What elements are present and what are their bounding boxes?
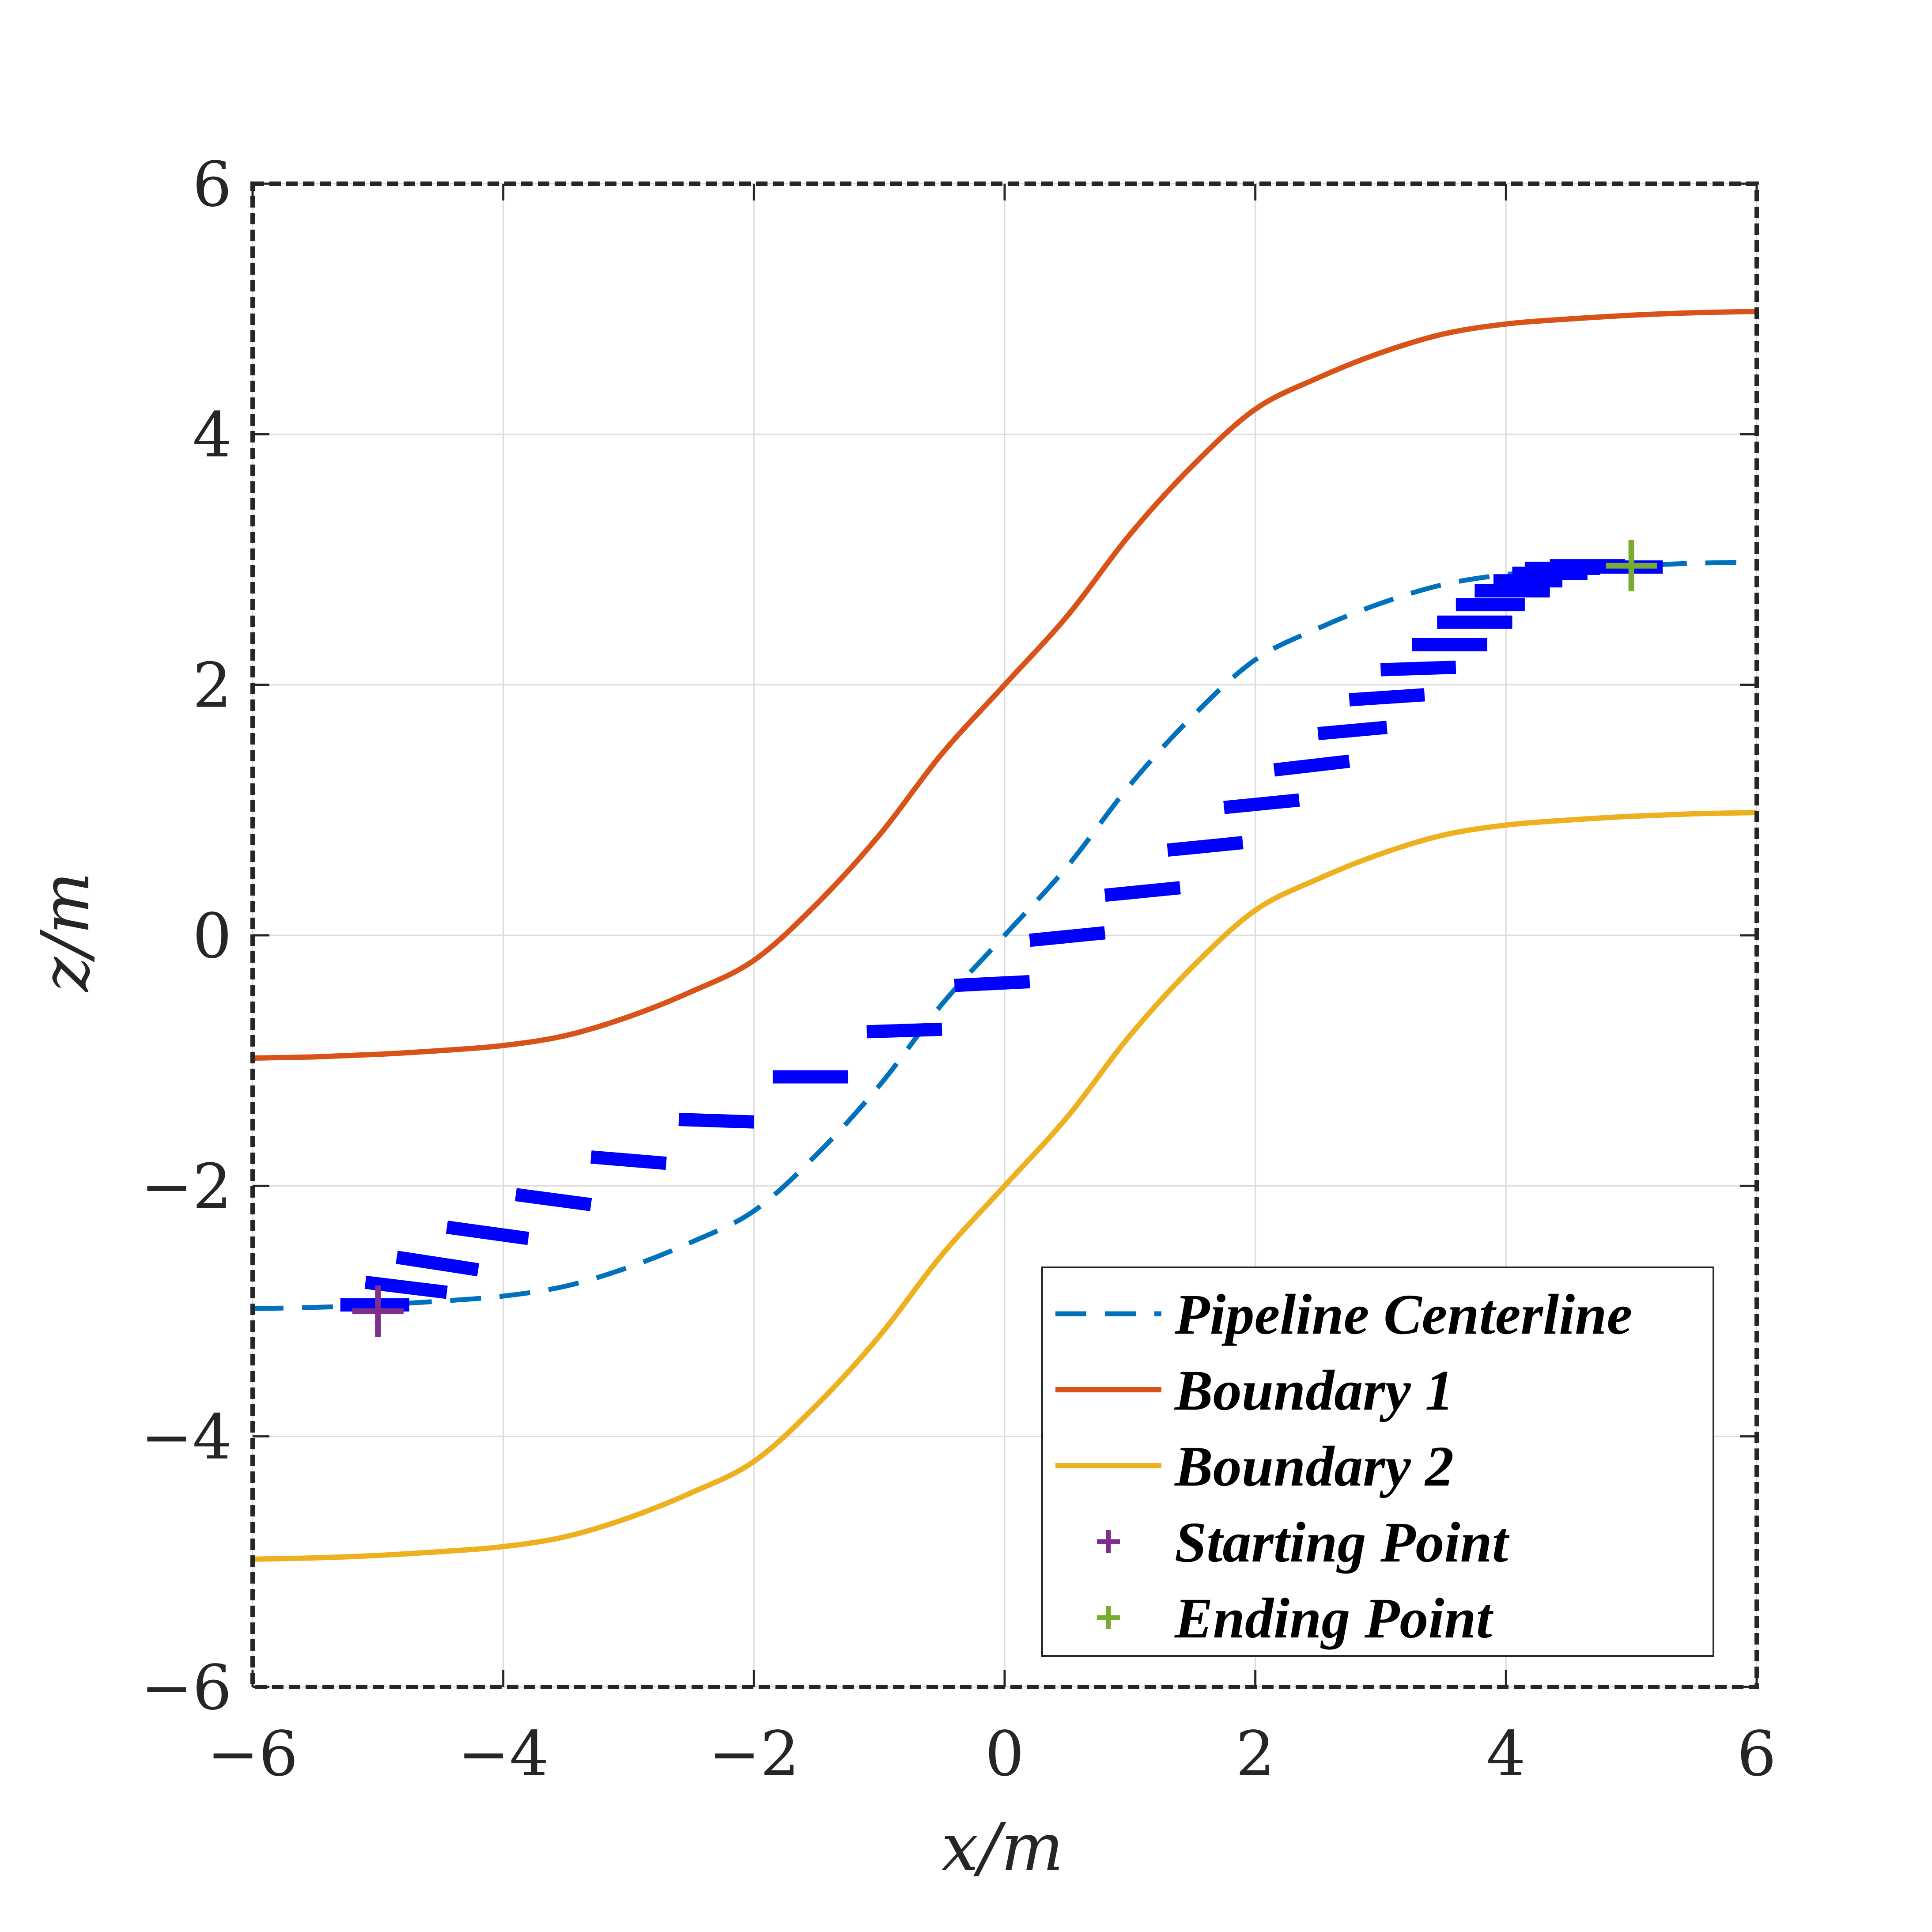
segment-mark [954,975,1030,992]
x-tick-label: 0 [985,1718,1024,1790]
segment-mark [590,1150,667,1170]
segment-mark [1167,836,1244,857]
legend-item: Pipeline Centerline [1055,1283,1632,1346]
segment-mark [1380,660,1456,677]
starting-point-marker [352,1285,404,1337]
series-boundary-2 [252,810,1757,1562]
segment-mark [866,1022,942,1039]
legend-box [1041,1267,1714,1657]
axis-ticks: −6 −4 −2 0 2 4 6 −6 −4 −2 0 2 4 6 [141,149,1777,1790]
legend-item: Starting Point [1097,1511,1510,1574]
y-tick-label: 0 [193,900,232,972]
y-tick-label: −2 [141,1151,232,1223]
series-layer [252,309,1757,1562]
segment-mark [1273,754,1350,777]
segment-mark [446,1221,529,1245]
y-tick-label: 6 [193,149,232,221]
ending-point-marker [1606,540,1657,592]
legend-marker-icon [1097,1530,1120,1553]
legend-item: Boundary 2 [1055,1435,1454,1498]
y-tick-label: 4 [193,399,232,471]
series-pipeline-centerline [252,560,1757,1311]
segment-mark [515,1188,592,1211]
legend-marker-icon [1097,1606,1120,1629]
segment-mark [364,1275,448,1299]
x-tick-label: −4 [457,1718,548,1790]
y-tick-label: 2 [193,650,232,722]
blue-segments [340,559,1663,1312]
legend-item: Boundary 1 [1055,1359,1454,1422]
legend-label: Pipeline Centerline [1174,1283,1632,1346]
segment-mark [1349,688,1425,707]
x-axis-label: x/m [941,1809,1063,1886]
segment-mark [1104,881,1181,902]
legend-label: Boundary 2 [1174,1435,1454,1498]
legend-label: Boundary 1 [1174,1359,1454,1422]
x-tick-label: −2 [708,1718,799,1790]
x-tick-label: 2 [1236,1718,1275,1790]
legend: Pipeline Centerline Boundary 1 Boundary 2 S… [1041,1267,1714,1657]
segment-mark [396,1251,480,1277]
x-tick-label: 6 [1737,1718,1776,1790]
y-axis-label: z/m [27,872,104,993]
segment-mark [1029,926,1106,947]
segment-mark [1223,793,1300,814]
legend-label: Ending Point [1174,1587,1494,1650]
x-tick-label: 4 [1486,1718,1526,1790]
segment-mark [1317,721,1388,741]
segment-mark [678,1112,754,1129]
legend-item: Ending Point [1097,1587,1494,1650]
y-tick-label: −6 [141,1652,232,1724]
legend-label: Starting Point [1175,1511,1510,1574]
series-boundary-1 [252,309,1757,1061]
y-tick-label: −4 [141,1402,232,1474]
x-tick-label: −6 [207,1718,298,1790]
